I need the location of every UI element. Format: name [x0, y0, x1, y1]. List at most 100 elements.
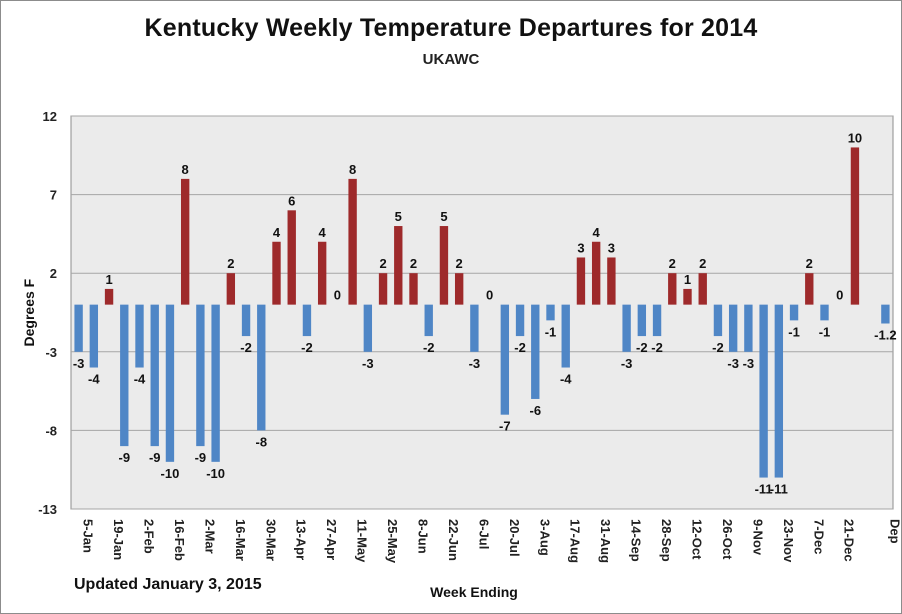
data-label: -2 — [514, 340, 526, 355]
x-tick-label: 22-Jun — [446, 519, 461, 561]
bar — [607, 257, 616, 305]
data-label: -1.2 — [874, 328, 896, 343]
data-label: -3 — [362, 356, 374, 371]
x-tick-label: 14-Sep — [629, 519, 644, 562]
data-label: 3 — [577, 240, 584, 255]
data-label: -4 — [88, 372, 100, 387]
data-label: 1 — [684, 272, 691, 287]
data-label: 3 — [608, 240, 615, 255]
x-tick-label: 9-Nov — [750, 519, 765, 556]
bar — [257, 304, 266, 431]
updated-note: Updated January 3, 2015 — [74, 576, 262, 593]
bar — [135, 304, 144, 368]
bar — [774, 304, 784, 478]
bar — [196, 304, 205, 447]
y-tick-label: -3 — [45, 345, 57, 360]
bar — [409, 273, 418, 305]
data-label: 4 — [319, 225, 327, 240]
x-tick-label: 2-Feb — [142, 519, 157, 554]
bar — [576, 257, 586, 305]
bar — [728, 304, 738, 352]
y-axis-ticks: 12 7 2 -3 -8 -13 — [38, 109, 57, 517]
bar — [698, 273, 707, 305]
data-label: -7 — [499, 419, 511, 434]
bar — [820, 304, 829, 321]
data-label: -11 — [770, 482, 788, 497]
chart-subtitle: UKAWC — [422, 51, 480, 68]
y-axis-title: Degrees F — [21, 278, 37, 346]
x-tick-label: Dep — [887, 519, 902, 544]
x-tick-label: 17-Aug — [568, 519, 583, 563]
bar — [668, 273, 677, 305]
x-axis-ticks: 5-Jan 19-Jan 2-Feb 16-Feb 2-Mar 16-Mar 30-Mar 1… — [81, 519, 902, 564]
data-label: -3 — [73, 356, 85, 371]
data-label: -2 — [651, 340, 663, 355]
x-tick-label: 6-Jul — [476, 519, 491, 549]
data-label: 8 — [182, 162, 189, 177]
y-tick-label: 2 — [50, 266, 57, 281]
x-tick-label: 25-May — [385, 519, 400, 564]
x-tick-label: 8-Jun — [416, 519, 431, 554]
bar — [439, 226, 449, 305]
bar — [881, 304, 890, 324]
x-tick-label: 19-Jan — [111, 519, 126, 560]
y-tick-label: 12 — [43, 109, 57, 124]
bar — [226, 273, 236, 305]
y-tick-label: -8 — [45, 423, 57, 438]
data-label: 4 — [593, 225, 601, 240]
bar — [470, 304, 479, 352]
bar — [394, 226, 403, 305]
bar — [424, 304, 433, 337]
data-label: 2 — [699, 256, 706, 271]
bar — [561, 304, 570, 368]
data-label: -2 — [240, 340, 252, 355]
data-label: -10 — [206, 466, 225, 481]
data-label: -4 — [134, 372, 146, 387]
x-tick-label: 16-Feb — [172, 519, 187, 561]
data-label: -11 — [755, 482, 773, 497]
x-tick-label: 21-Dec — [842, 519, 857, 562]
data-label: -3 — [727, 356, 739, 371]
bars — [74, 147, 890, 478]
x-tick-label: 28-Sep — [659, 519, 674, 562]
x-tick-label: 31-Aug — [598, 519, 613, 563]
bar — [378, 273, 388, 305]
bar — [622, 304, 631, 352]
bar — [683, 288, 692, 305]
data-label: -3 — [621, 356, 633, 371]
data-label: 0 — [334, 288, 341, 303]
x-tick-label: 11-May — [355, 519, 370, 563]
bar — [713, 304, 723, 337]
chart-title: Kentucky Weekly Temperature Departures f… — [144, 14, 758, 42]
bar — [104, 288, 114, 305]
bar — [500, 304, 510, 415]
bar — [531, 304, 540, 399]
data-label: 0 — [836, 288, 843, 303]
bar — [317, 241, 327, 305]
bar — [180, 178, 190, 305]
data-label: -9 — [118, 450, 130, 465]
x-tick-label: 13-Apr — [294, 519, 309, 560]
bar — [120, 304, 129, 447]
bar — [272, 241, 281, 305]
data-label: -1 — [788, 324, 800, 339]
data-label: -3 — [469, 356, 481, 371]
data-label: 2 — [379, 256, 386, 271]
bar — [211, 304, 220, 462]
bar — [241, 304, 251, 337]
data-label: -6 — [529, 403, 541, 418]
plot-area — [70, 115, 894, 510]
data-label: 5 — [440, 209, 447, 224]
x-tick-label: 20-Jul — [507, 519, 522, 557]
bar — [759, 304, 768, 478]
data-label: 8 — [349, 162, 356, 177]
data-label: -3 — [743, 356, 755, 371]
bar — [591, 241, 601, 305]
x-tick-label: 30-Mar — [263, 519, 278, 561]
data-labels: -3-41-9-4-9-108-9-102-2-846-2408-3252-25… — [73, 130, 897, 496]
data-label: 1 — [105, 272, 112, 287]
bar — [348, 178, 357, 305]
bar — [165, 304, 175, 462]
bar — [805, 273, 814, 305]
